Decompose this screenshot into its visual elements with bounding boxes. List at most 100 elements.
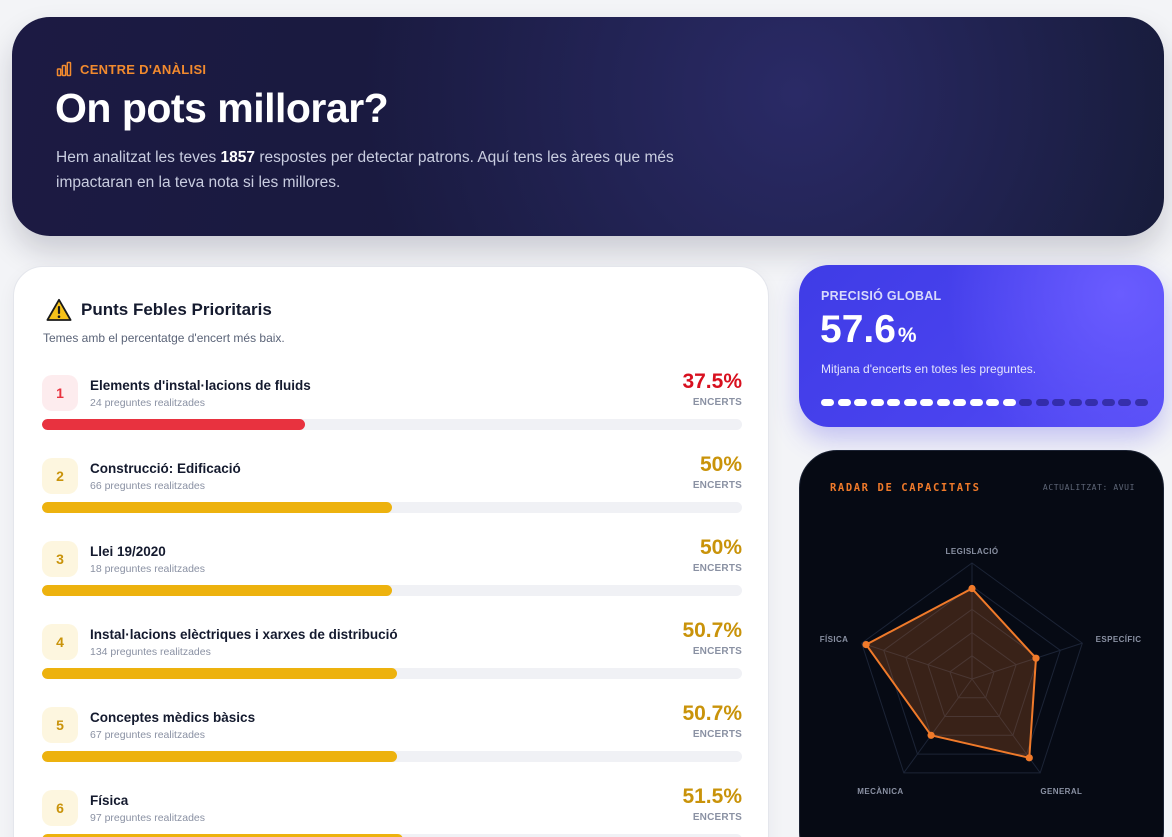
topic-percent: 50.7% <box>682 619 742 642</box>
progress-segment-filled <box>986 399 999 406</box>
topic-question-count: 18 preguntes realitzades <box>90 563 205 575</box>
topic-name: Llei 19/2020 <box>90 544 166 559</box>
topic-progress-track <box>42 668 742 679</box>
precision-number: 57.6 <box>820 308 896 351</box>
topic-rank: 4 <box>42 624 78 660</box>
page-description: Hem analitzat les teves 1857 respostes p… <box>56 145 676 195</box>
progress-segment-filled <box>870 399 884 406</box>
topic-percent: 50.7% <box>682 702 742 725</box>
radar-updated: ACTUALITZAT: AVUI <box>1042 483 1135 492</box>
topic-row: 1 Elements d'instal·lacions de fluids 24 p… <box>42 370 742 435</box>
progress-segment-filled <box>837 399 851 406</box>
eyebrow-label: CENTRE D'ANÀLISI <box>80 61 207 77</box>
topic-progress-fill <box>42 834 403 837</box>
radar-card: LEGISLACIÓ ESPECÍFIC GENERAL MECÀNICA FÍSICA… <box>799 450 1164 837</box>
page-title: On pots millorar? <box>55 85 389 131</box>
topic-percent-label: ENCERTS <box>692 729 742 740</box>
progress-segment-filled <box>821 399 834 406</box>
topic-percent-label: ENCERTS <box>692 480 742 491</box>
progress-segment-empty <box>1101 399 1115 406</box>
description-start: Hem analitzat les teves <box>56 149 221 166</box>
radar-grid-ring <box>883 585 1061 755</box>
progress-segment-empty <box>1085 399 1098 406</box>
topic-percent-label: ENCERTS <box>692 563 742 574</box>
topic-progress-fill <box>42 751 397 762</box>
weak-points-card: Punts Febles Prioritaris Temes amb el pe… <box>13 266 769 837</box>
topic-percent: 37.5% <box>682 370 742 393</box>
radar-data-point <box>1025 754 1033 762</box>
topic-rank: 5 <box>42 707 78 743</box>
eyebrow: CENTRE D'ANÀLISI <box>56 61 206 77</box>
topic-question-count: 67 preguntes realitzades <box>90 729 205 741</box>
radar-grid-ring <box>949 655 995 699</box>
radar-spoke <box>861 642 973 680</box>
topic-percent: 50% <box>699 453 742 476</box>
topic-row: 4 Instal·lacions elèctriques i xarxes de … <box>42 619 742 684</box>
global-precision-card: PRECISIÓ GLOBAL 57.6% Mitjana d'encerts … <box>799 265 1164 427</box>
progress-segment-filled <box>953 399 966 406</box>
topic-row: 3 Llei 19/2020 18 preguntes realitzades 50%… <box>42 536 742 601</box>
radar-grid-ring <box>861 562 1083 774</box>
topic-rank: 1 <box>42 375 78 411</box>
radar-data-point <box>862 640 870 649</box>
progress-segment-empty <box>1052 399 1065 406</box>
description-end: respostes per detectar patrons. Aquí ten… <box>56 149 674 191</box>
radar-spoke <box>903 678 973 774</box>
topic-rank: 6 <box>42 790 78 826</box>
topic-question-count: 66 preguntes realitzades <box>90 480 205 492</box>
progress-segment-empty <box>1035 399 1049 406</box>
warning-icon <box>46 298 72 321</box>
progress-segment-empty <box>1134 399 1148 406</box>
topic-progress-fill <box>42 585 392 596</box>
radar-axis-label: ESPECÍFIC <box>1096 635 1142 644</box>
topic-question-count: 134 preguntes realitzades <box>90 646 211 658</box>
hero-banner: CENTRE D'ANÀLISI On pots millorar? Hem a… <box>12 17 1164 236</box>
topic-percent: 50% <box>699 536 742 559</box>
progress-segment-filled <box>854 399 867 406</box>
response-count: 1857 <box>220 149 256 166</box>
radar-axis-label: FÍSICA <box>820 635 849 644</box>
topic-progress-track <box>42 834 742 837</box>
progress-segment-empty <box>1068 399 1082 406</box>
topic-progress-fill <box>42 419 305 430</box>
radar-axis-label: GENERAL <box>1040 787 1082 796</box>
radar-title: RADAR DE CAPACITATS <box>830 482 981 494</box>
topic-name: Conceptes mèdics bàsics <box>90 710 256 725</box>
topic-progress-track <box>42 751 742 762</box>
topic-question-count: 24 preguntes realitzades <box>90 397 205 409</box>
progress-segment-filled <box>936 399 950 406</box>
progress-segment-empty <box>1019 399 1032 406</box>
topic-progress-fill <box>42 502 392 513</box>
radar-axis-label: LEGISLACIÓ <box>946 547 999 556</box>
topic-percent-label: ENCERTS <box>692 812 742 823</box>
topic-progress-track <box>42 502 742 513</box>
radar-data-point <box>1032 654 1040 662</box>
topic-rank: 3 <box>42 541 78 577</box>
radar-data-area <box>865 587 1037 759</box>
progress-segment-filled <box>1002 399 1016 406</box>
topic-progress-fill <box>42 668 397 679</box>
progress-segment-filled <box>887 399 900 406</box>
topic-row: 6 Física 97 preguntes realitzades 51.5% ENCE… <box>42 785 742 837</box>
radar-axis-label: MECÀNICA <box>857 787 903 796</box>
topic-name: Elements d'instal·lacions de fluids <box>90 378 311 393</box>
bar-chart-icon <box>56 61 72 77</box>
topic-percent: 51.5% <box>682 785 742 808</box>
radar-chart: LEGISLACIÓ ESPECÍFIC GENERAL MECÀNICA FÍSICA <box>820 547 1142 796</box>
weak-points-title: Punts Febles Prioritaris <box>81 300 272 319</box>
topic-row: 5 Conceptes mèdics bàsics 67 preguntes rea… <box>42 702 742 767</box>
precision-unit: % <box>897 324 917 347</box>
topic-percent-label: ENCERTS <box>692 397 742 408</box>
topic-name: Instal·lacions elèctriques i xarxes de d… <box>90 627 398 642</box>
progress-segment-empty <box>1118 399 1131 406</box>
precision-value: 57.6% <box>820 308 917 352</box>
topic-progress-track <box>42 419 742 430</box>
weak-points-header: Punts Febles Prioritaris <box>46 298 272 322</box>
topic-progress-track <box>42 585 742 596</box>
precision-description: Mitjana d'encerts en totes les preguntes… <box>821 362 1037 376</box>
precision-progress <box>821 399 1148 406</box>
topic-name: Física <box>90 793 129 808</box>
topic-rank: 2 <box>42 458 78 494</box>
topic-name: Construcció: Edificació <box>90 461 241 476</box>
topic-question-count: 97 preguntes realitzades <box>90 812 205 824</box>
